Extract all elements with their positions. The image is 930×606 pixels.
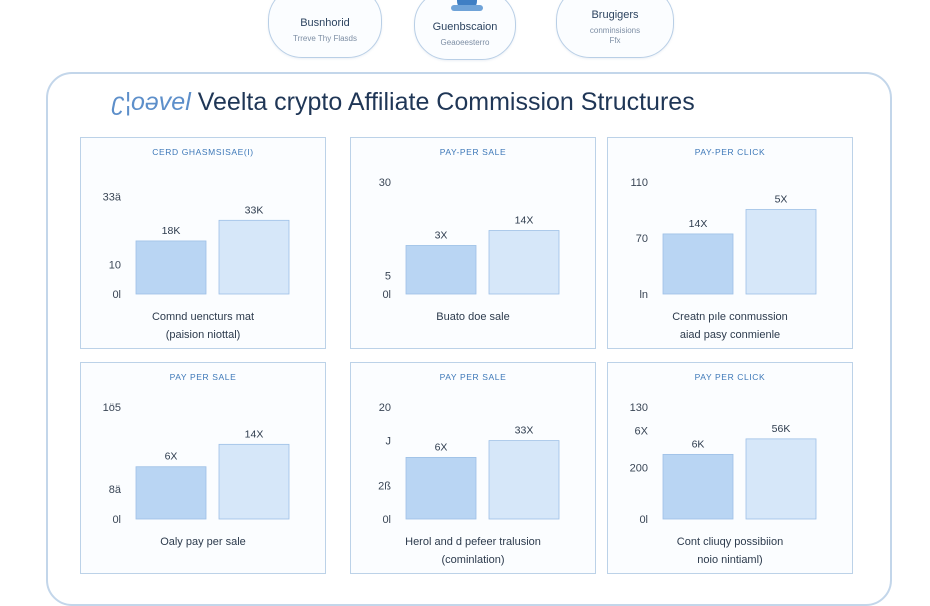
caption-line: Comnd uencturs mat	[151, 311, 255, 323]
data-label: 18K	[162, 225, 181, 237]
bar	[135, 466, 207, 520]
bubble-subtitle-2: Ffx	[609, 36, 621, 45]
top-bubble-1[interactable]: Busnhorid Trreve Thy Flasds	[268, 0, 382, 58]
caption-line: (cominlation)	[441, 554, 505, 566]
y-tick-label: 6X	[635, 425, 649, 437]
chart-title: PAY PER SALE	[439, 372, 507, 382]
hand-icon	[451, 0, 483, 11]
bar	[488, 440, 560, 520]
chart-caption: Comnd uencturs mat (paision niottal)	[81, 308, 325, 344]
data-label: 14X	[245, 428, 264, 440]
bar	[662, 233, 734, 295]
title-text: Veelta crypto Affiliate Commission Struc…	[197, 88, 695, 116]
bar	[218, 219, 290, 295]
caption-line: aiad pasy conmienle	[679, 329, 781, 341]
caption-line: Cont cliuqy possibiion	[676, 536, 784, 548]
chart-caption: Oaly pay per sale	[81, 533, 325, 551]
title-logo-text: ʗ¦oəvel	[112, 88, 191, 116]
bar-chart: 0l 5 30 3X 14X	[379, 177, 560, 301]
top-bubble-3[interactable]: Brugigers conminsisions Ffx	[556, 0, 674, 58]
bar	[405, 457, 477, 520]
data-label: 33K	[245, 204, 264, 216]
chart-card: CERD GHASMSISAE(I) 0l 10 33ä 18K 33K Comnd uen…	[80, 137, 326, 349]
y-tick-label: 200	[630, 462, 648, 474]
data-label: 6K	[692, 438, 705, 450]
caption-line: Herol and d pefeer tralusion	[405, 536, 541, 548]
y-tick-label: 110	[630, 177, 648, 189]
bar-chart: 0l 10 33ä 18K 33K	[103, 192, 290, 301]
bubble-subtitle: conminsisions	[589, 26, 641, 35]
caption-line: Oaly pay per sale	[160, 536, 246, 548]
data-label: 56K	[772, 423, 791, 435]
chart-title: CERD GHASMSISAE(I)	[152, 147, 254, 157]
bar	[405, 245, 477, 295]
data-label: 3X	[435, 229, 448, 241]
y-tick-label: 0l	[382, 514, 391, 526]
data-label: 14X	[689, 218, 708, 230]
y-tick-label: 0l	[382, 289, 391, 301]
chart-card: PAY PER CLICK 0l 200 6X 130 6K 56K Cont cliuqy …	[607, 362, 853, 574]
bubble-subtitle: Geaoeesterro	[440, 38, 490, 47]
chart-card: PAY PER SALE 0l 2ß J 20 6X 33X Herol and d pefe…	[350, 362, 596, 574]
top-bubble-2[interactable]: Guenbscaion Geaoeesterro	[414, 0, 516, 60]
bar-chart: ln 70 110 14X 5X	[630, 177, 817, 301]
caption-line: Creatn pıle conmussion	[672, 311, 788, 323]
bar	[662, 453, 734, 520]
chart-caption: Herol and d pefeer tralusion (cominlation…	[351, 533, 595, 569]
bubble-title: Busnhorid	[300, 17, 350, 29]
bar	[218, 443, 290, 520]
caption-line: (paision niottal)	[165, 329, 241, 341]
bar-chart: 0l 2ß J 20 6X 33X	[378, 402, 560, 526]
chart-caption: Buato doe sale	[351, 308, 595, 326]
y-tick-label: 1ö5	[103, 402, 121, 414]
y-tick-label: 2ß	[378, 480, 391, 492]
caption-line: Buato doe sale	[436, 311, 510, 323]
bar	[488, 230, 560, 295]
page-title: ʗ¦oəvel Veelta crypto Affiliate Commissi…	[112, 88, 695, 117]
y-tick-label: 20	[379, 402, 391, 414]
bubble-title: Brugigers	[591, 9, 639, 21]
chart-card: PAY PER SALE 0l 8ä 1ö5 6X 14X Oaly pay per sal…	[80, 362, 326, 574]
y-tick-label: 10	[109, 260, 121, 272]
y-tick-label: J	[386, 436, 392, 448]
chart-card: PAY-PER SALE 0l 5 30 3X 14X Buato doe sale	[350, 137, 596, 349]
chart-caption: Creatn pıle conmussion aiad pasy conmienl…	[608, 308, 852, 344]
bar-chart: 0l 200 6X 130 6K 56K	[630, 402, 817, 526]
data-label: 5X	[775, 193, 788, 205]
caption-line: noio nintiaml)	[697, 554, 763, 566]
y-tick-label: ln	[639, 289, 648, 301]
bar	[745, 209, 817, 295]
bubble-title: Guenbscaion	[432, 21, 498, 33]
chart-card: PAY-PER CLICK ln 70 110 14X 5X Creatn pıle con…	[607, 137, 853, 349]
data-label: 6X	[435, 441, 448, 453]
y-tick-label: 5	[385, 270, 391, 282]
chart-title: PAY PER CLICK	[694, 372, 766, 382]
bar	[745, 438, 817, 520]
y-tick-label: 0l	[639, 514, 648, 526]
y-tick-label: 130	[630, 402, 648, 414]
chart-caption: Cont cliuqy possibiion noio nintiaml)	[608, 533, 852, 569]
chart-title: PAY-PER SALE	[439, 147, 507, 157]
y-tick-label: 0l	[112, 514, 121, 526]
bar-chart: 0l 8ä 1ö5 6X 14X	[103, 402, 290, 526]
y-tick-label: 0l	[112, 289, 121, 301]
y-tick-label: 30	[379, 177, 391, 189]
bar	[135, 240, 207, 295]
data-label: 33X	[515, 425, 534, 437]
y-tick-label: 33ä	[103, 192, 122, 204]
bubble-subtitle: Trreve Thy Flasds	[292, 34, 357, 43]
chart-title: PAY PER SALE	[169, 372, 237, 382]
data-label: 14X	[515, 215, 534, 227]
chart-title: PAY-PER CLICK	[694, 147, 766, 157]
y-tick-label: 70	[636, 233, 648, 245]
data-label: 6X	[165, 451, 178, 463]
y-tick-label: 8ä	[109, 484, 122, 496]
